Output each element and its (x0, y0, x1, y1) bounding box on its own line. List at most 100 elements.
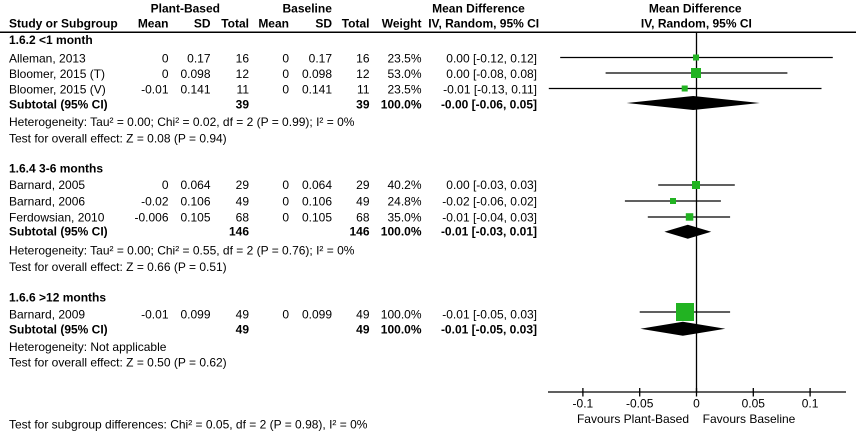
svg-text:-0.05: -0.05 (626, 397, 654, 411)
svg-text:24.8%: 24.8% (387, 194, 421, 208)
svg-text:Heterogeneity: Tau² = 0.00; Ch: Heterogeneity: Tau² = 0.00; Chi² = 0.55,… (9, 243, 355, 257)
svg-text:40.2%: 40.2% (387, 178, 421, 192)
svg-text:-0.1: -0.1 (573, 397, 594, 411)
svg-text:0.17: 0.17 (309, 51, 333, 65)
svg-text:0.105: 0.105 (180, 211, 210, 225)
svg-text:-0.02 [-0.06, 0.02]: -0.02 [-0.06, 0.02] (442, 194, 537, 208)
svg-text:Mean: Mean (258, 17, 289, 31)
svg-text:Subtotal (95% CI): Subtotal (95% CI) (9, 323, 108, 337)
svg-text:Barnard, 2006: Barnard, 2006 (9, 194, 85, 208)
svg-text:0.106: 0.106 (180, 194, 210, 208)
svg-text:12: 12 (236, 67, 250, 81)
svg-text:35.0%: 35.0% (387, 211, 421, 225)
svg-text:1.6.4 3-6 months: 1.6.4 3-6 months (9, 161, 103, 175)
svg-text:68: 68 (356, 211, 370, 225)
svg-text:49: 49 (356, 194, 370, 208)
svg-text:Total: Total (342, 17, 370, 31)
svg-text:IV, Random, 95% CI: IV, Random, 95% CI (428, 17, 539, 31)
svg-text:-0.01 [-0.05, 0.03]: -0.01 [-0.05, 0.03] (441, 323, 537, 337)
svg-text:0.141: 0.141 (180, 82, 210, 96)
svg-text:Alleman, 2013: Alleman, 2013 (9, 51, 86, 65)
svg-text:Subtotal (95% CI): Subtotal (95% CI) (9, 97, 108, 111)
svg-text:0.064: 0.064 (180, 178, 210, 192)
svg-text:0.05: 0.05 (742, 397, 766, 411)
svg-text:0.00 [-0.12, 0.12]: 0.00 [-0.12, 0.12] (446, 51, 537, 65)
svg-text:Barnard, 2009: Barnard, 2009 (9, 307, 85, 321)
svg-text:Weight: Weight (382, 17, 422, 31)
svg-text:Bloomer, 2015 (V): Bloomer, 2015 (V) (9, 82, 106, 96)
svg-text:0.098: 0.098 (180, 67, 210, 81)
svg-text:0.099: 0.099 (302, 307, 332, 321)
svg-text:11: 11 (237, 82, 250, 96)
svg-text:Favours Plant-Based: Favours Plant-Based (577, 412, 689, 426)
svg-text:11: 11 (357, 82, 370, 96)
svg-text:0: 0 (162, 178, 169, 192)
svg-text:0.17: 0.17 (187, 51, 211, 65)
svg-text:23.5%: 23.5% (387, 51, 421, 65)
svg-text:100.0%: 100.0% (381, 97, 422, 111)
svg-text:0.00 [-0.08, 0.08]: 0.00 [-0.08, 0.08] (446, 67, 537, 81)
svg-text:100.0%: 100.0% (381, 323, 422, 337)
svg-text:SD: SD (315, 17, 332, 31)
svg-text:16: 16 (356, 51, 370, 65)
svg-text:-0.02: -0.02 (141, 194, 169, 208)
svg-text:0: 0 (162, 67, 169, 81)
svg-text:0: 0 (282, 307, 289, 321)
svg-text:Mean Difference: Mean Difference (649, 1, 742, 15)
svg-text:Plant-Based: Plant-Based (151, 1, 220, 15)
svg-text:0.064: 0.064 (302, 178, 332, 192)
svg-text:68: 68 (236, 211, 250, 225)
svg-text:100.0%: 100.0% (381, 307, 422, 321)
svg-text:0: 0 (282, 82, 289, 96)
svg-text:0: 0 (282, 178, 289, 192)
svg-text:0: 0 (162, 51, 169, 65)
svg-text:49: 49 (356, 323, 370, 337)
svg-text:0: 0 (282, 194, 289, 208)
svg-text:0: 0 (282, 211, 289, 225)
svg-text:16: 16 (236, 51, 250, 65)
svg-text:0: 0 (693, 397, 700, 411)
svg-text:-0.006: -0.006 (134, 211, 168, 225)
svg-text:-0.01: -0.01 (141, 307, 169, 321)
svg-text:39: 39 (356, 97, 370, 111)
svg-text:0.105: 0.105 (302, 211, 332, 225)
svg-text:Heterogeneity: Not applicable: Heterogeneity: Not applicable (9, 340, 167, 354)
svg-text:0.00 [-0.03, 0.03]: 0.00 [-0.03, 0.03] (446, 178, 537, 192)
svg-text:49: 49 (236, 323, 250, 337)
svg-text:146: 146 (349, 225, 369, 239)
svg-text:49: 49 (236, 194, 250, 208)
svg-text:12: 12 (356, 67, 370, 81)
svg-text:SD: SD (194, 17, 211, 31)
svg-text:0.1: 0.1 (802, 397, 819, 411)
svg-text:-0.01: -0.01 (141, 82, 169, 96)
svg-text:Baseline: Baseline (283, 1, 333, 15)
svg-text:29: 29 (236, 178, 250, 192)
svg-text:39: 39 (236, 97, 250, 111)
svg-text:Total: Total (221, 17, 249, 31)
svg-text:IV, Random, 95% CI: IV, Random, 95% CI (641, 17, 752, 31)
svg-text:Barnard, 2005: Barnard, 2005 (9, 178, 85, 192)
svg-text:Heterogeneity: Tau² = 0.00; Ch: Heterogeneity: Tau² = 0.00; Chi² = 0.02,… (9, 115, 355, 129)
svg-text:23.5%: 23.5% (387, 82, 421, 96)
svg-text:49: 49 (356, 307, 370, 321)
svg-text:Ferdowsian, 2010: Ferdowsian, 2010 (9, 211, 105, 225)
svg-text:100.0%: 100.0% (381, 225, 422, 239)
svg-text:Favours Baseline: Favours Baseline (703, 412, 796, 426)
svg-text:0.099: 0.099 (180, 307, 210, 321)
svg-text:-0.01 [-0.04, 0.03]: -0.01 [-0.04, 0.03] (442, 211, 537, 225)
svg-text:Test for overall effect: Z = 0: Test for overall effect: Z = 0.66 (P = 0… (9, 260, 227, 274)
svg-text:0.106: 0.106 (302, 194, 332, 208)
svg-text:-0.00 [-0.06, 0.05]: -0.00 [-0.06, 0.05] (441, 97, 537, 111)
svg-text:Bloomer, 2015 (T): Bloomer, 2015 (T) (9, 67, 105, 81)
svg-text:1.6.6 >12 months: 1.6.6 >12 months (9, 290, 106, 304)
svg-text:146: 146 (229, 225, 249, 239)
svg-text:Mean: Mean (138, 17, 169, 31)
svg-text:Subtotal (95% CI): Subtotal (95% CI) (9, 225, 108, 239)
svg-text:0: 0 (282, 67, 289, 81)
svg-text:-0.01 [-0.13, 0.11]: -0.01 [-0.13, 0.11] (443, 82, 537, 96)
svg-text:-0.01 [-0.03, 0.01]: -0.01 [-0.03, 0.01] (441, 225, 537, 239)
svg-text:1.6.2 <1 month: 1.6.2 <1 month (9, 33, 93, 47)
svg-text:Test for overall effect: Z = 0: Test for overall effect: Z = 0.08 (P = 0… (9, 131, 227, 145)
svg-text:Study or Subgroup: Study or Subgroup (9, 17, 118, 31)
svg-text:0.098: 0.098 (302, 67, 332, 81)
